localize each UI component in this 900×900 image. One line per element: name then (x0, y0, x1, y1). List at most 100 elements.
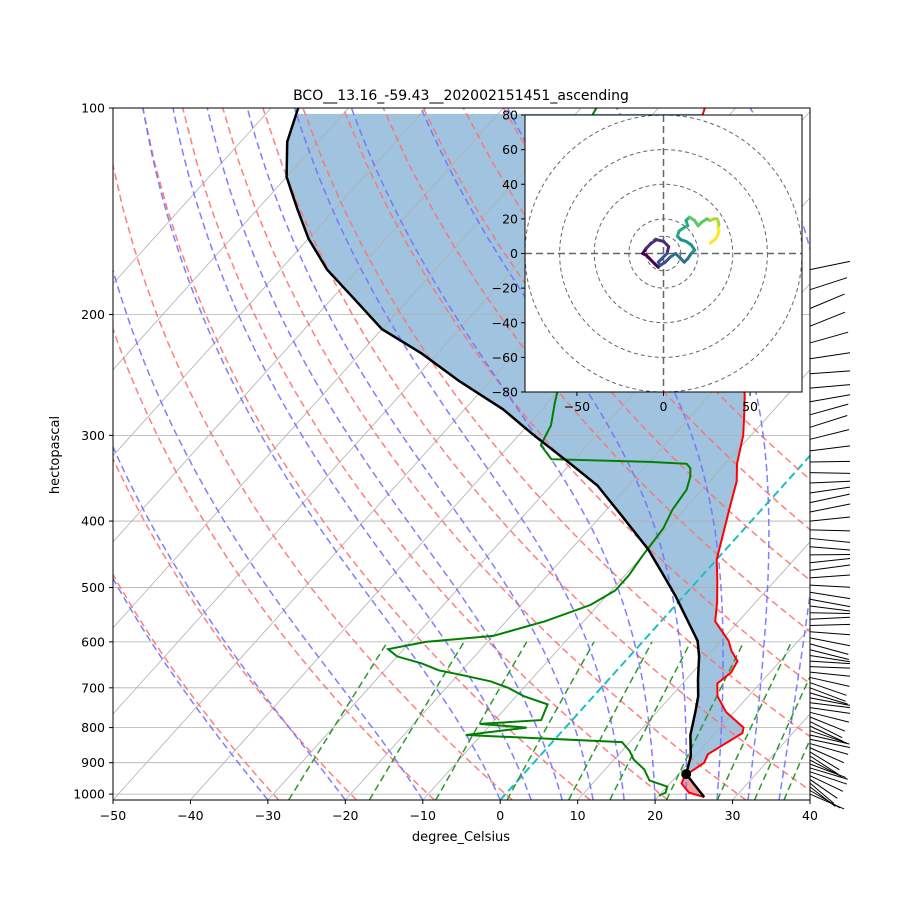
hodograph-y-tick-label: −20 (492, 281, 518, 296)
moist-adiabat (246, 108, 594, 800)
mixing-ratio-line (506, 641, 595, 800)
chart-title: BCO__13.16_-59.43__202002151451_ascendin… (293, 88, 629, 104)
hodograph-y-tick-label: −60 (492, 350, 518, 365)
reference-lines (113, 108, 810, 800)
wind-barb (809, 574, 851, 579)
mixing-ratio-line (368, 641, 465, 800)
wind-barb (809, 782, 835, 804)
wind-barb (809, 631, 851, 636)
wind-barb (809, 612, 851, 615)
wind-barb (809, 721, 843, 739)
parcel-profile (285, 108, 706, 798)
wind-barb (809, 503, 851, 513)
wind-barb (809, 394, 851, 403)
isotherm (113, 108, 504, 543)
hodograph-x-tick-label: −50 (564, 399, 590, 414)
wind-barb (809, 311, 846, 327)
wind-barb (809, 687, 846, 702)
wind-barb (809, 771, 848, 785)
wind-barb (809, 557, 851, 564)
mixing-ratio-line (435, 641, 528, 800)
dry-adiabat (113, 326, 435, 800)
hodograph-x-tick-label: 0 (660, 399, 668, 414)
wind-barb (809, 660, 851, 665)
wind-barb (809, 751, 840, 771)
wind-barb (809, 725, 844, 742)
y-tick-label: 200 (81, 307, 105, 322)
wind-barb (809, 584, 851, 588)
y-tick-label: 300 (81, 428, 105, 443)
wind-barb (809, 738, 851, 748)
wind-barb (809, 637, 851, 647)
wind-barb (809, 480, 851, 484)
x-tick-label: −20 (332, 808, 358, 823)
y-tick-label: 1000 (73, 787, 105, 802)
wind-barb (809, 537, 851, 543)
wind-barb (809, 616, 851, 620)
x-tick-label: 0 (496, 808, 504, 823)
wind-barb (809, 370, 851, 375)
y-axis-ticks: 100 200 300 400 500 600 700 800 900 1000 (73, 101, 113, 802)
hodograph-y-tick-label: −80 (492, 385, 518, 400)
isotherm (422, 369, 810, 800)
hodograph-range-rings (525, 115, 802, 392)
dry-adiabat (113, 572, 280, 800)
wind-barb (809, 707, 851, 714)
mixing-ratio-line (783, 737, 810, 800)
hodograph-trace (641, 215, 721, 269)
moist-adiabat (293, 108, 625, 800)
isotherm (654, 627, 810, 800)
wind-barb (809, 331, 849, 344)
pressure-gridlines (113, 108, 810, 800)
wind-barb (809, 260, 850, 271)
hodograph-y-tick-label: 0 (510, 246, 518, 261)
wind-barb (809, 460, 851, 463)
wind-barb (809, 671, 851, 677)
x-tick-label: 40 (802, 808, 818, 823)
wind-barb (809, 649, 850, 660)
isotherm (345, 283, 810, 800)
y-tick-label: 100 (81, 101, 105, 116)
moist-adiabat (615, 108, 770, 800)
wind-barb (809, 692, 848, 705)
wind-barb (809, 516, 851, 522)
x-tick-label: −40 (177, 808, 203, 823)
wind-barb (809, 623, 851, 627)
x-axis-ticks: −50 −40 −30 −20 −10 0 10 20 30 40 (100, 800, 818, 823)
isotherm (809, 799, 810, 800)
wind-barb (809, 666, 851, 669)
wind-barb (809, 779, 838, 799)
wind-barb (809, 730, 847, 744)
wind-barb (809, 486, 851, 494)
wind-barb (809, 790, 841, 809)
mixing-ratio-line (753, 675, 810, 800)
isotherm (113, 108, 427, 457)
dry-adiabat (302, 108, 810, 738)
wind-barb (809, 529, 851, 532)
dry-adiabat (113, 161, 513, 800)
wind-barb (809, 734, 850, 745)
mixing-ratio-line (288, 641, 389, 800)
dry-adiabat (113, 457, 358, 800)
wind-barb (809, 564, 851, 571)
mixing-ratio-line (609, 641, 692, 800)
hodograph-segment (708, 238, 717, 245)
isotherm (113, 108, 272, 285)
moist-adiabat (749, 108, 810, 800)
hodograph-y-tick-label: 60 (502, 142, 518, 157)
x-tick-label: 20 (647, 808, 663, 823)
moist-adiabat (206, 108, 563, 800)
plot-frame (112, 107, 811, 801)
dry-adiabat (262, 108, 810, 792)
hodograph-x-tick-label: 50 (742, 399, 758, 414)
x-tick-label: 10 (570, 808, 586, 823)
y-axis-label: hectopascal (48, 416, 63, 494)
wind-barb (809, 591, 851, 600)
dry-adiabat (222, 108, 747, 800)
moist-adiabat (172, 108, 532, 800)
y-tick-label: 900 (81, 755, 105, 770)
moist-adiabat (350, 108, 656, 800)
y-tick-label: 600 (81, 634, 105, 649)
isotherm (113, 108, 349, 371)
dry-adiabat (141, 108, 591, 800)
